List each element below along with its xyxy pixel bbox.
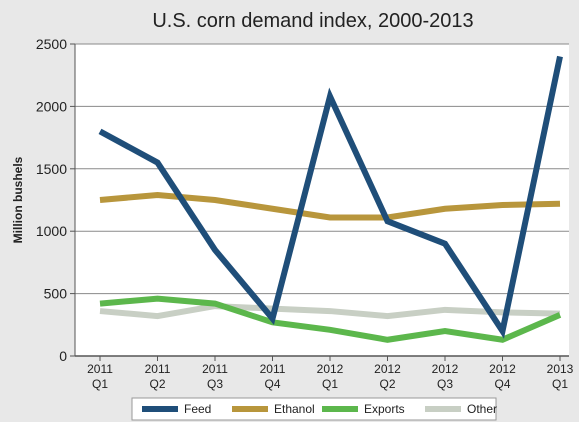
legend-label-ethanol: Ethanol — [274, 402, 315, 416]
y-tick-label: 500 — [44, 286, 68, 302]
legend-label-feed: Feed — [184, 402, 211, 416]
y-tick-label: 2000 — [36, 98, 67, 114]
x-tick-label-quarter: Q3 — [437, 377, 453, 391]
y-tick-label: 1000 — [36, 223, 67, 239]
x-tick-label-year: 2011 — [202, 362, 228, 376]
x-tick-label-quarter: Q3 — [207, 377, 223, 391]
x-tick-label-year: 2012 — [489, 362, 516, 376]
x-tick-label-year: 2013 — [547, 362, 574, 376]
legend-box — [131, 397, 497, 421]
x-tick-label-quarter: Q2 — [379, 377, 395, 391]
y-axis: 0 500 1000 1500 2000 2500 — [36, 36, 76, 364]
series-line-feed — [98, 55, 563, 339]
legend-label-exports: Exports — [364, 402, 405, 416]
y-tick-label: 0 — [59, 348, 67, 364]
x-tick-label-quarter: Q2 — [149, 377, 165, 391]
x-tick-label-year: 2012 — [317, 362, 344, 376]
x-tick-label-quarter: Q1 — [322, 377, 338, 391]
x-tick-label-year: 2011 — [145, 362, 171, 376]
x-tick-label-year: 2012 — [374, 362, 401, 376]
series-line-other — [99, 303, 561, 320]
x-tick-label-quarter: Q4 — [494, 377, 510, 391]
x-axis: 2011Q12011Q22011Q32011Q42012Q12012Q22012… — [87, 356, 574, 391]
y-tick-label: 1500 — [36, 161, 67, 177]
x-tick-label-quarter: Q1 — [92, 377, 108, 391]
x-tick-label-year: 2012 — [432, 362, 459, 376]
x-tick-label-quarter: Q4 — [264, 377, 280, 391]
legend: Feed Ethanol Exports Other — [131, 397, 497, 421]
x-tick-label-year: 2011 — [260, 362, 286, 376]
y-tick-label: 2500 — [36, 36, 67, 52]
series-lines — [98, 55, 563, 343]
y-axis-label: Million bushels — [11, 156, 25, 243]
x-tick-label-quarter: Q1 — [552, 377, 568, 391]
legend-label-other: Other — [467, 402, 497, 416]
series-line-exports — [99, 295, 562, 343]
x-tick-label-year: 2011 — [87, 362, 113, 376]
chart-title: U.S. corn demand index, 2000-2013 — [152, 10, 473, 32]
